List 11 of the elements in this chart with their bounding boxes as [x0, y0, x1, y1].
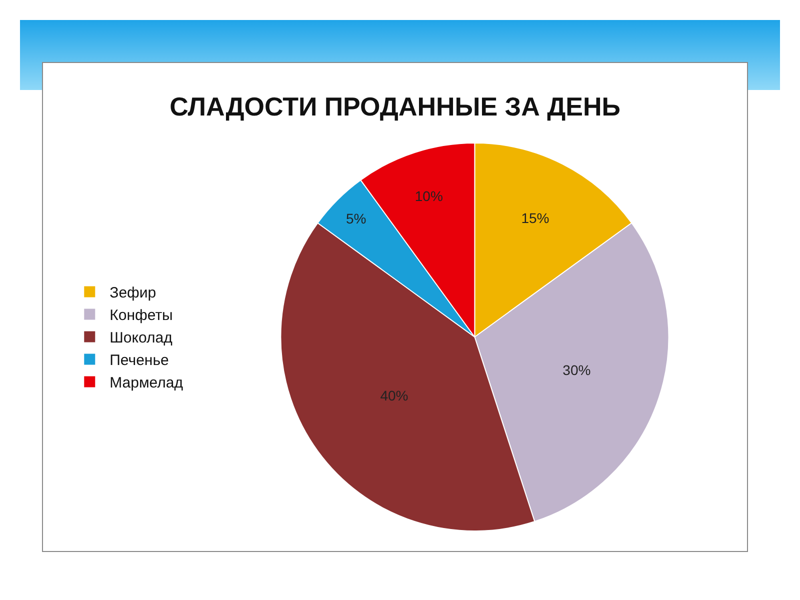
data-label: 15% — [521, 210, 550, 226]
data-label: 5% — [346, 210, 366, 226]
data-label: 40% — [380, 387, 408, 404]
legend-label: Мармелад — [110, 374, 184, 392]
legend-label: Шоколад — [110, 330, 173, 347]
legend-label: Печенье — [110, 352, 169, 370]
legend-label: Зефир — [110, 284, 156, 302]
data-label: 10% — [414, 188, 443, 204]
legend-label: Конфеты — [110, 307, 173, 324]
data-label: 30% — [562, 362, 591, 378]
chart-title: СЛАДОСТИ ПРОДАННЫЕ ЗА ДЕНЬ — [170, 91, 620, 122]
